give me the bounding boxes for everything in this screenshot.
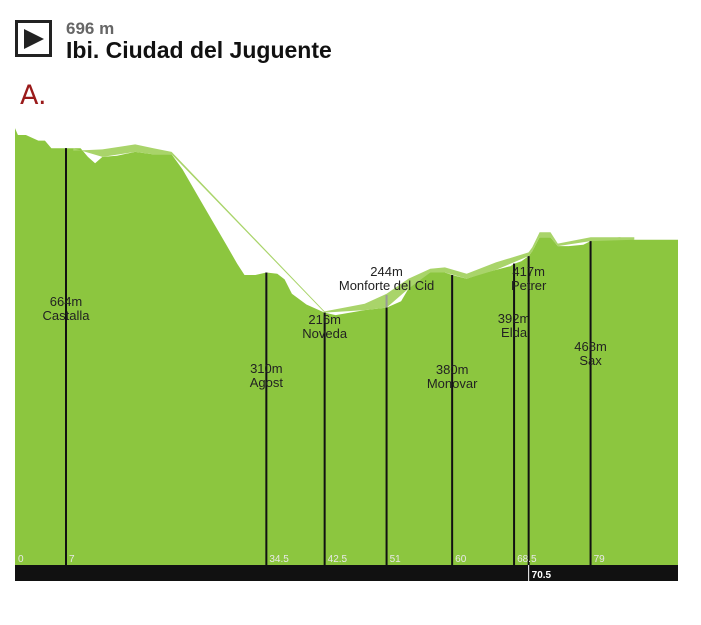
waypoint-altitude: 380m (436, 362, 469, 377)
km-label: 7 (69, 554, 75, 565)
waypoint-name: Sax (579, 353, 602, 368)
km-label: 42.5 (328, 554, 348, 565)
waypoint-altitude: 216m (308, 312, 341, 327)
start-location-name: Ibi. Ciudad del Juguente (66, 37, 332, 63)
km-label-start: 0 (18, 554, 24, 565)
km-label: 79 (594, 554, 606, 565)
waypoint-name: Petrer (511, 278, 547, 293)
play-button[interactable] (15, 20, 52, 57)
waypoint-altitude: 392m (498, 311, 531, 326)
play-icon (24, 29, 44, 49)
km-label: 68.5 (517, 554, 537, 565)
km-label: 60 (455, 554, 467, 565)
waypoint-name: Castalla (43, 308, 91, 323)
waypoint-altitude: 244m (370, 264, 403, 279)
terrain-area (15, 128, 678, 565)
waypoint-name: Noveda (302, 326, 348, 341)
waypoint-name: Monovar (427, 376, 478, 391)
total-km-label: 70.5 (532, 570, 552, 581)
waypoint-name: Elda (501, 325, 528, 340)
km-label: 51 (390, 554, 402, 565)
marker-letter: A. (20, 80, 47, 111)
start-altitude: 696 m (66, 19, 115, 38)
waypoint-altitude: 664m (50, 294, 83, 309)
waypoint-altitude: 468m (574, 339, 607, 354)
waypoint-name: Monforte del Cid (339, 278, 434, 293)
waypoint-name: Agost (250, 375, 284, 390)
waypoint-altitude: 310m (250, 361, 283, 376)
base-bar (15, 565, 678, 581)
km-labels: 7 34.5 42.5 51 60 68.5 79 0 70.5 (18, 554, 605, 581)
profile-header: 696 m Ibi. Ciudad del Juguente (15, 18, 615, 63)
waypoint-altitude: 417m (512, 264, 545, 279)
km-label: 34.5 (269, 554, 289, 565)
